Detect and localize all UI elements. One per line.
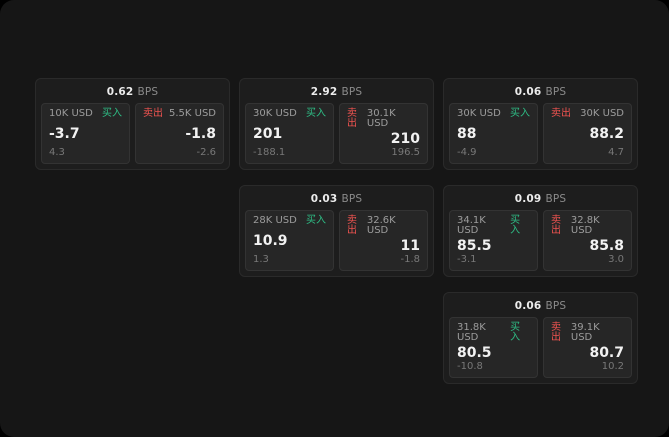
sell-price: 85.8 <box>589 237 624 254</box>
buy-delta: -3.1 <box>457 254 477 265</box>
quote-panels: 28K USD 买入 10.9 1.3 卖出 32.6K USD 11 -1.8 <box>245 210 428 271</box>
buy-price: 85.5 <box>457 237 492 254</box>
buy-panel[interactable]: 30K USD 买入 201 -188.1 <box>245 103 334 164</box>
sell-price: 88.2 <box>589 125 624 142</box>
bps-header: 2.92 BPS <box>245 83 428 103</box>
sell-button[interactable]: 卖出 <box>347 215 357 236</box>
quote-card: 0.06 BPS 30K USD 买入 88 -4.9 卖出 30K USD <box>443 78 638 170</box>
sell-size-label: 30.1K USD <box>366 108 396 129</box>
buy-price: -3.7 <box>49 125 80 142</box>
buy-delta: -4.9 <box>457 147 477 158</box>
sell-size-label: 32.6K USD <box>366 215 396 236</box>
buy-delta: -188.1 <box>253 147 286 158</box>
bps-header: 0.09 BPS <box>449 190 632 210</box>
quote-card: 2.92 BPS 30K USD 买入 201 -188.1 卖出 30.1K U… <box>239 78 434 170</box>
sell-delta: -2.6 <box>196 147 216 158</box>
sell-panel[interactable]: 卖出 39.1K USD 80.7 10.2 <box>543 317 632 378</box>
sell-size-label: 39.1K USD <box>570 322 600 343</box>
sell-delta: 4.7 <box>608 147 624 158</box>
buy-price: 80.5 <box>457 344 492 361</box>
buy-size-label: 34.1K USD <box>457 215 486 236</box>
sell-panel[interactable]: 卖出 30.1K USD 210 196.5 <box>339 103 428 164</box>
buy-size-label: 30K USD <box>457 108 501 119</box>
sell-panel[interactable]: 卖出 32.8K USD 85.8 3.0 <box>543 210 632 271</box>
buy-price: 88 <box>457 125 477 142</box>
buy-panel[interactable]: 34.1K USD 买入 85.5 -3.1 <box>449 210 538 271</box>
buy-price: 10.9 <box>253 232 288 249</box>
sell-price: 210 <box>390 130 420 147</box>
sell-panel[interactable]: 卖出 30K USD 88.2 4.7 <box>543 103 632 164</box>
buy-button[interactable]: 买入 <box>306 215 326 226</box>
bps-value: 0.06 <box>514 300 542 312</box>
sell-panel[interactable]: 卖出 32.6K USD 11 -1.8 <box>339 210 428 271</box>
quote-card: 0.09 BPS 34.1K USD 买入 85.5 -3.1 卖出 32.8K … <box>443 185 638 277</box>
buy-panel[interactable]: 31.8K USD 买入 80.5 -10.8 <box>449 317 538 378</box>
sell-delta: 196.5 <box>391 147 420 158</box>
buy-size-label: 10K USD <box>49 108 93 119</box>
quote-grid: 0.62 BPS 10K USD 买入 -3.7 4.3 卖出 5.5K USD <box>35 78 638 384</box>
buy-size-label: 30K USD <box>253 108 297 119</box>
buy-size-label: 31.8K USD <box>457 322 486 343</box>
sell-button[interactable]: 卖出 <box>347 108 357 129</box>
sell-delta: -1.8 <box>400 254 420 265</box>
buy-button[interactable]: 买入 <box>510 322 521 343</box>
buy-button[interactable]: 买入 <box>510 215 521 236</box>
bps-header: 0.06 BPS <box>449 83 632 103</box>
quote-card: 0.03 BPS 28K USD 买入 10.9 1.3 卖出 32.6K USD <box>239 185 434 277</box>
sell-delta: 10.2 <box>601 361 624 372</box>
bps-value: 0.06 <box>514 86 542 98</box>
bps-header: 0.06 BPS <box>449 297 632 317</box>
quote-card: 0.62 BPS 10K USD 买入 -3.7 4.3 卖出 5.5K USD <box>35 78 230 170</box>
sell-size-label: 5.5K USD <box>168 108 216 119</box>
quote-panels: 30K USD 买入 201 -188.1 卖出 30.1K USD 210 1… <box>245 103 428 164</box>
buy-delta: 1.3 <box>253 254 269 265</box>
sell-price: 80.7 <box>589 344 624 361</box>
sell-panel[interactable]: 卖出 5.5K USD -1.8 -2.6 <box>135 103 224 164</box>
sell-button[interactable]: 卖出 <box>143 108 163 119</box>
sell-delta: 3.0 <box>608 254 624 265</box>
bps-value: 0.09 <box>514 193 542 205</box>
buy-size-label: 28K USD <box>253 215 297 226</box>
bps-unit: BPS <box>341 193 363 205</box>
quote-card: 0.06 BPS 31.8K USD 买入 80.5 -10.8 卖出 39.1K… <box>443 292 638 384</box>
sell-button[interactable]: 卖出 <box>551 322 561 343</box>
bps-unit: BPS <box>341 86 363 98</box>
buy-button[interactable]: 买入 <box>510 108 530 119</box>
bps-unit: BPS <box>545 300 567 312</box>
buy-button[interactable]: 买入 <box>102 108 122 119</box>
buy-price: 201 <box>253 125 283 142</box>
buy-panel[interactable]: 28K USD 买入 10.9 1.3 <box>245 210 334 271</box>
bps-unit: BPS <box>545 86 567 98</box>
bps-unit: BPS <box>545 193 567 205</box>
buy-button[interactable]: 买入 <box>306 108 326 119</box>
buy-panel[interactable]: 10K USD 买入 -3.7 4.3 <box>41 103 130 164</box>
buy-delta: -10.8 <box>457 361 483 372</box>
sell-button[interactable]: 卖出 <box>551 215 561 236</box>
quote-panels: 31.8K USD 买入 80.5 -10.8 卖出 39.1K USD 80.… <box>449 317 632 378</box>
quote-panels: 30K USD 买入 88 -4.9 卖出 30K USD 88.2 4.7 <box>449 103 632 164</box>
sell-button[interactable]: 卖出 <box>551 108 571 119</box>
bps-header: 0.03 BPS <box>245 190 428 210</box>
sell-size-label: 32.8K USD <box>570 215 600 236</box>
sell-price: 11 <box>400 237 420 254</box>
bps-header: 0.62 BPS <box>41 83 224 103</box>
quote-panels: 10K USD 买入 -3.7 4.3 卖出 5.5K USD -1.8 -2.… <box>41 103 224 164</box>
buy-panel[interactable]: 30K USD 买入 88 -4.9 <box>449 103 538 164</box>
sell-price: -1.8 <box>185 125 216 142</box>
sell-size-label: 30K USD <box>580 108 624 119</box>
buy-delta: 4.3 <box>49 147 65 158</box>
quote-panels: 34.1K USD 买入 85.5 -3.1 卖出 32.8K USD 85.8… <box>449 210 632 271</box>
bps-unit: BPS <box>137 86 159 98</box>
bps-value: 0.03 <box>310 193 338 205</box>
bps-value: 0.62 <box>106 86 134 98</box>
bps-value: 2.92 <box>310 86 338 98</box>
